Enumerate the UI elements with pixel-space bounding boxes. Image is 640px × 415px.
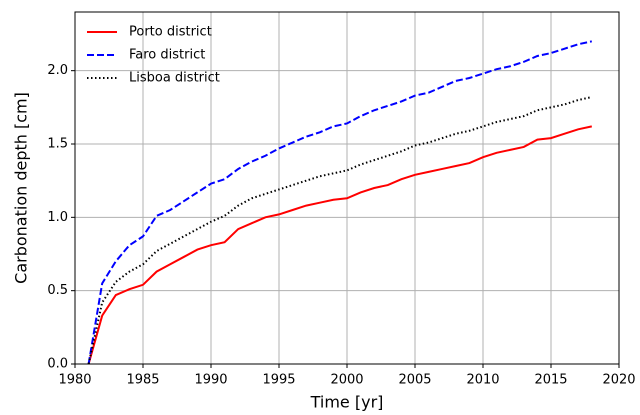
- data-line: [87, 96, 593, 365]
- y-tick-label: 0.0: [47, 357, 68, 372]
- x-tick-label: 1980: [58, 373, 91, 388]
- x-axis-label: Time [yr]: [310, 393, 384, 412]
- x-tick-label: 1995: [262, 373, 295, 388]
- x-tick-label: 1990: [194, 373, 227, 388]
- y-tick-label: 0.5: [47, 283, 68, 298]
- y-axis-label: Carbonation depth [cm]: [12, 92, 31, 284]
- legend-label: Lisboa district: [129, 71, 220, 86]
- y-tick-label: 1.5: [47, 137, 68, 152]
- y-tick-label: 1.0: [47, 210, 68, 225]
- x-tick-label: 1985: [126, 373, 159, 388]
- data-line: [87, 40, 593, 365]
- x-tick-label: 2020: [602, 373, 635, 388]
- x-tick-label: 2015: [534, 373, 567, 388]
- plot-frame: [74, 11, 620, 365]
- x-tick-label: 2010: [466, 373, 499, 388]
- legend-label: Porto district: [129, 25, 212, 40]
- data-line: [87, 125, 593, 365]
- y-tick-label: 2.0: [47, 63, 68, 78]
- x-tick-label: 2000: [330, 373, 363, 388]
- legend-label: Faro district: [129, 48, 205, 63]
- x-tick-label: 2005: [398, 373, 431, 388]
